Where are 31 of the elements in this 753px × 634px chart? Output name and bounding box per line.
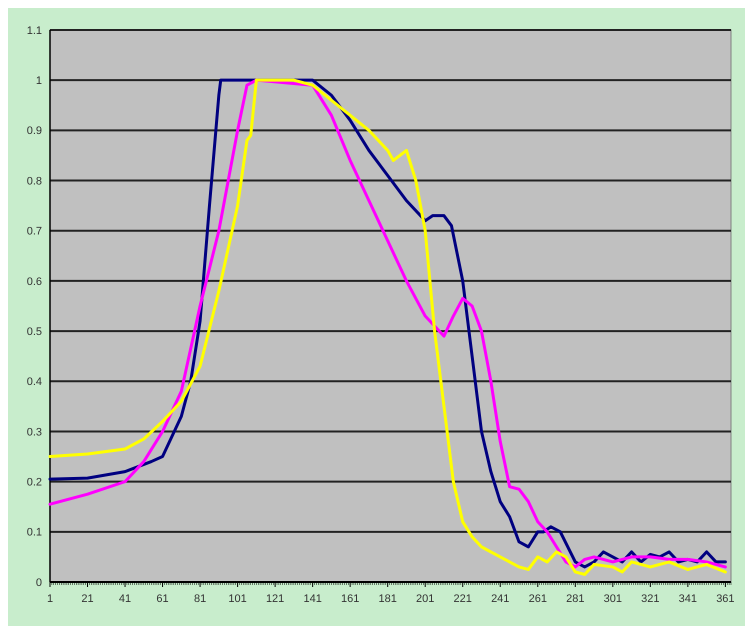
x-tick-label: 301	[604, 593, 622, 605]
x-tick-label: 321	[641, 593, 660, 605]
y-tick-label: 0.9	[26, 125, 42, 138]
x-tick-label: 341	[678, 593, 698, 605]
x-tick-label: 101	[228, 593, 247, 605]
x-tick-label: 201	[416, 593, 434, 605]
x-tick-label: 21	[81, 593, 94, 605]
y-tick-label: 0.5	[26, 326, 42, 338]
x-tick-label: 41	[118, 593, 132, 605]
x-tick-label: 181	[378, 593, 397, 605]
x-tick-label: 1	[46, 593, 54, 605]
y-tick-label: 0.6	[26, 276, 42, 288]
x-tick-label: 361	[716, 593, 735, 605]
y-tick-label: 0	[36, 576, 42, 589]
x-tick-label: 161	[340, 593, 360, 605]
x-tick-label: 121	[266, 593, 284, 605]
x-tick-label: 281	[566, 593, 584, 605]
x-tick-label: 81	[194, 593, 206, 605]
y-tick-label: 0.2	[26, 476, 42, 488]
y-tick-label: 1.1	[26, 24, 42, 37]
x-tick-label: 61	[156, 593, 169, 605]
y-tick-label: 0.7	[26, 226, 42, 238]
y-tick-label: 0.3	[26, 426, 42, 438]
y-tick-label: 0.4	[26, 376, 42, 388]
x-tick-label: 241	[491, 593, 510, 605]
y-tick-label: 1	[36, 75, 42, 88]
x-tick-label: 261	[528, 593, 547, 605]
x-tick-label: 141	[303, 593, 322, 605]
x-tick-label: 221	[454, 593, 472, 605]
y-tick-label: 0.1	[26, 526, 42, 539]
y-tick-label: 0.8	[26, 175, 42, 188]
